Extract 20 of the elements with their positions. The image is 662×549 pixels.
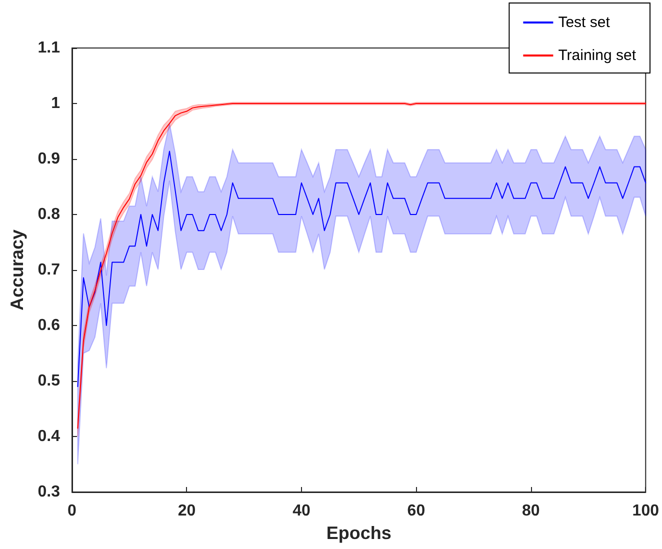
y-tick-label: 1 <box>51 95 60 112</box>
y-tick-label: 0.3 <box>38 484 60 500</box>
y-axis-title: Accuracy <box>7 229 27 311</box>
y-tick-label: 0.8 <box>38 206 60 223</box>
y-tick-label: 0.5 <box>38 372 60 390</box>
x-tick-label: 0 <box>68 502 77 520</box>
legend-label: Training set <box>558 47 637 64</box>
y-tick-label: 0.7 <box>38 262 60 278</box>
x-tick-label: 100 <box>632 502 660 520</box>
y-tick-label: 1.1 <box>38 40 60 56</box>
x-tick-label: 60 <box>407 502 426 520</box>
line-series <box>77 150 646 388</box>
y-tick-label: 0.4 <box>38 428 60 445</box>
legend-label: Test set <box>558 14 611 31</box>
x-tick-label: 20 <box>178 502 196 520</box>
x-tick-label: 80 <box>522 502 540 520</box>
y-tick-label: 0.6 <box>38 317 60 334</box>
y-tick-label: 0.9 <box>38 150 60 168</box>
x-axis-title: Epochs <box>326 522 392 543</box>
x-tick-label: 40 <box>292 502 310 520</box>
